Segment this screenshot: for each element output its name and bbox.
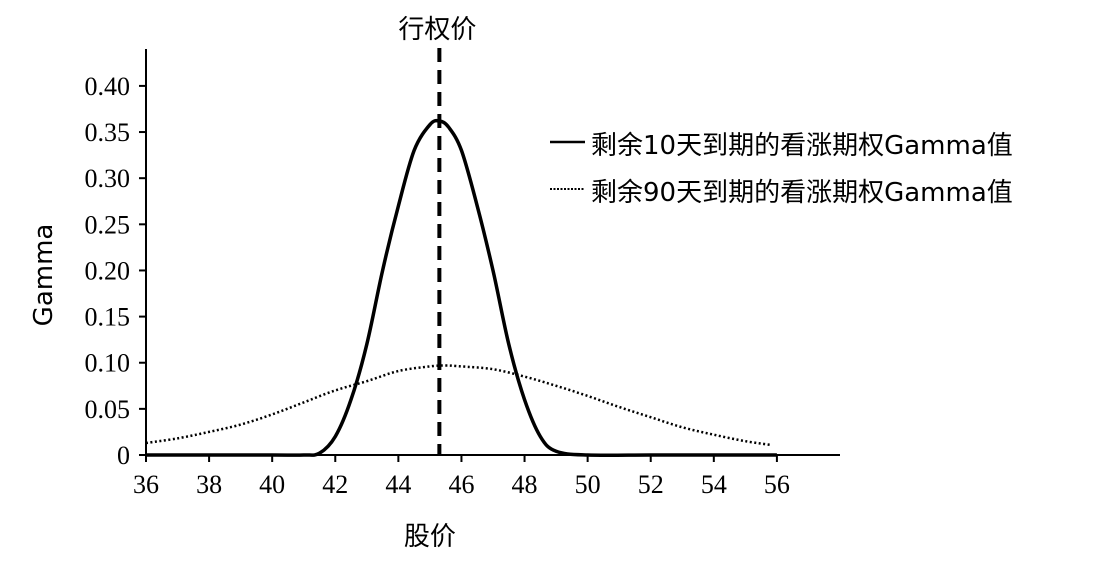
x-tick-label: 50 bbox=[575, 470, 601, 499]
strike-price-label: 行权价 bbox=[398, 15, 476, 45]
series-10-day-gamma-line bbox=[145, 118, 777, 458]
legend-label: 剩余90天到期的看涨期权Gamma值 bbox=[591, 178, 1013, 208]
x-tick-label: 54 bbox=[701, 470, 727, 499]
y-tick-label: 0.15 bbox=[85, 303, 131, 332]
strike-annotation: 行权价 bbox=[398, 15, 476, 455]
y-tick-label: 0.20 bbox=[85, 256, 131, 285]
axes bbox=[145, 49, 840, 456]
y-axis-title: Gamma bbox=[29, 224, 59, 327]
ticks: 36 38 40 42 44 46 48 50 52 54 56 0 0.05 0.10 0.15 0.20 0… bbox=[85, 72, 790, 499]
x-tick-label: 42 bbox=[322, 470, 348, 499]
y-tick-label: 0.25 bbox=[85, 210, 131, 239]
x-tick-label: 52 bbox=[638, 470, 664, 499]
x-tick-label: 56 bbox=[764, 470, 790, 499]
y-tick-label: 0.10 bbox=[85, 349, 131, 378]
x-tick-label: 48 bbox=[512, 470, 538, 499]
x-tick-label: 44 bbox=[385, 470, 411, 499]
series-lines bbox=[145, 118, 777, 458]
y-tick-label: 0.40 bbox=[85, 72, 131, 101]
y-tick-label: 0.05 bbox=[85, 395, 131, 424]
x-tick-label: 40 bbox=[259, 470, 285, 499]
x-tick-label: 38 bbox=[196, 470, 222, 499]
x-tick-label: 36 bbox=[133, 470, 159, 499]
series-90-day-gamma-line bbox=[145, 364, 771, 447]
legend-label: 剩余10天到期的看涨期权Gamma值 bbox=[591, 131, 1013, 161]
x-axis-title: 股价 bbox=[404, 522, 456, 552]
x-tick-label: 46 bbox=[448, 470, 474, 499]
y-tick-label: 0 bbox=[117, 441, 130, 470]
y-tick-label: 0.30 bbox=[85, 164, 131, 193]
y-tick-label: 0.35 bbox=[85, 118, 131, 147]
